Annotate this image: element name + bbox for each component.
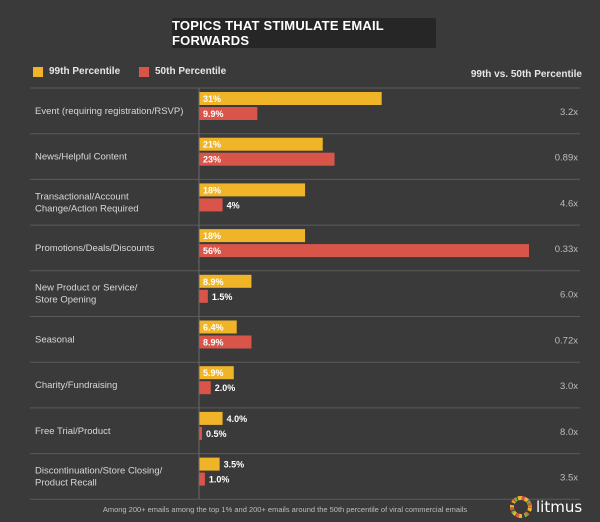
category-label: Seasonal (35, 334, 75, 345)
ratio-value: 8.0x (560, 427, 578, 438)
ratio-value: 3.5x (560, 472, 578, 483)
bar-label-50th: 23% (203, 155, 221, 165)
category-label-line: Discontinuation/Store Closing/ (35, 465, 163, 476)
bar-50th (199, 152, 335, 166)
category-label-line: New Product or Service/ (35, 283, 138, 294)
bar-label-99th: 8.9% (203, 277, 224, 287)
category-label: Transactional/Account Change/Action Requi… (35, 191, 139, 214)
bar-50th (199, 198, 223, 212)
bar-99th (199, 366, 234, 380)
bar-label-99th: 3.5% (224, 460, 245, 470)
ratio-value: 0.72x (555, 335, 578, 346)
category-label-line: Promotions/Deals/Discounts (35, 243, 155, 254)
bar-label-99th: 6.4% (203, 323, 224, 333)
bar-99th (199, 92, 382, 105)
category-label: News/Helpful Content (35, 152, 127, 163)
legend-swatch-50th (139, 66, 149, 77)
ratio-value: 3.0x (560, 381, 578, 392)
category-label-line: Product Recall (35, 477, 97, 488)
bar-99th (199, 320, 237, 334)
legend-label-99th: 99th Percentile (49, 66, 121, 77)
category-label-line: Change/Action Required (35, 203, 139, 214)
bar-label-99th: 5.9% (203, 368, 224, 378)
bar-50th (199, 426, 202, 440)
bar-label-50th: 9.9% (203, 109, 224, 119)
bar-label-99th: 4.0% (227, 414, 248, 424)
bar-50th (199, 244, 529, 258)
bar-label-50th: 4% (227, 200, 240, 210)
bar-99th (199, 457, 220, 471)
brand-name: litmus (536, 498, 583, 516)
ratio-value: 0.33x (555, 244, 578, 255)
bar-label-50th: 1.0% (209, 475, 230, 485)
category-label-line: Seasonal (35, 334, 75, 345)
category-label-line: News/Helpful Content (35, 152, 127, 163)
category-label-line: Store Opening (35, 295, 96, 306)
bar-99th (199, 183, 306, 197)
ratio-value: 0.89x (555, 153, 578, 164)
bar-label-50th: 8.9% (203, 338, 224, 348)
legend-swatch-99th (33, 66, 43, 77)
category-label: New Product or Service/Store Opening (35, 283, 138, 306)
bar-label-99th: 18% (203, 231, 221, 241)
bar-50th (199, 335, 252, 349)
bar-99th (199, 137, 323, 151)
ratio-value: 3.2x (560, 107, 578, 118)
bar-50th (199, 381, 211, 395)
bar-label-50th: 1.5% (212, 292, 233, 302)
category-label-line: Charity/Fundraising (35, 380, 117, 391)
legend-item-50th: 50th Percentile (139, 66, 226, 77)
ratio-value: 6.0x (560, 290, 578, 301)
brand-logo: litmus (510, 496, 582, 518)
bar-50th (199, 289, 208, 303)
bar-label-50th: 2.0% (215, 383, 236, 393)
ratio-value: 4.6x (560, 198, 578, 209)
bar-50th (199, 472, 205, 486)
category-label: Discontinuation/Store Closing/Product Re… (35, 465, 163, 488)
category-label: Event (requiring registration/RSVP) (35, 106, 183, 117)
bar-label-99th: 18% (203, 185, 221, 195)
litmus-logo-icon (510, 496, 532, 518)
bar-label-50th: 0.5% (206, 429, 227, 439)
chart-title: TOPICS THAT STIMULATE EMAIL FORWARDS (172, 18, 384, 48)
category-label: Charity/Fundraising (35, 380, 117, 391)
category-label-line: Event (requiring registration/RSVP) (35, 106, 183, 117)
chart-title-box: TOPICS THAT STIMULATE EMAIL FORWARDS (172, 18, 436, 48)
bar-label-50th: 56% (203, 246, 221, 256)
bar-99th (199, 411, 223, 425)
bar-99th (199, 274, 252, 288)
bar-label-99th: 31% (203, 94, 221, 104)
legend-label-50th: 50th Percentile (155, 66, 227, 77)
category-label-line: Free Trial/Product (35, 426, 111, 437)
bar-label-99th: 21% (203, 140, 221, 150)
bar-50th (199, 107, 258, 120)
bar-99th (199, 229, 306, 243)
footer-note: Among 200+ emails among the top 1% and 2… (102, 505, 468, 514)
ratio-column-header: 99th vs. 50th Percentile (470, 69, 582, 80)
category-label-line: Transactional/Account (35, 191, 129, 202)
category-label: Free Trial/Product (35, 426, 111, 437)
legend-item-99th: 99th Percentile (33, 66, 120, 77)
category-label: Promotions/Deals/Discounts (35, 243, 155, 254)
